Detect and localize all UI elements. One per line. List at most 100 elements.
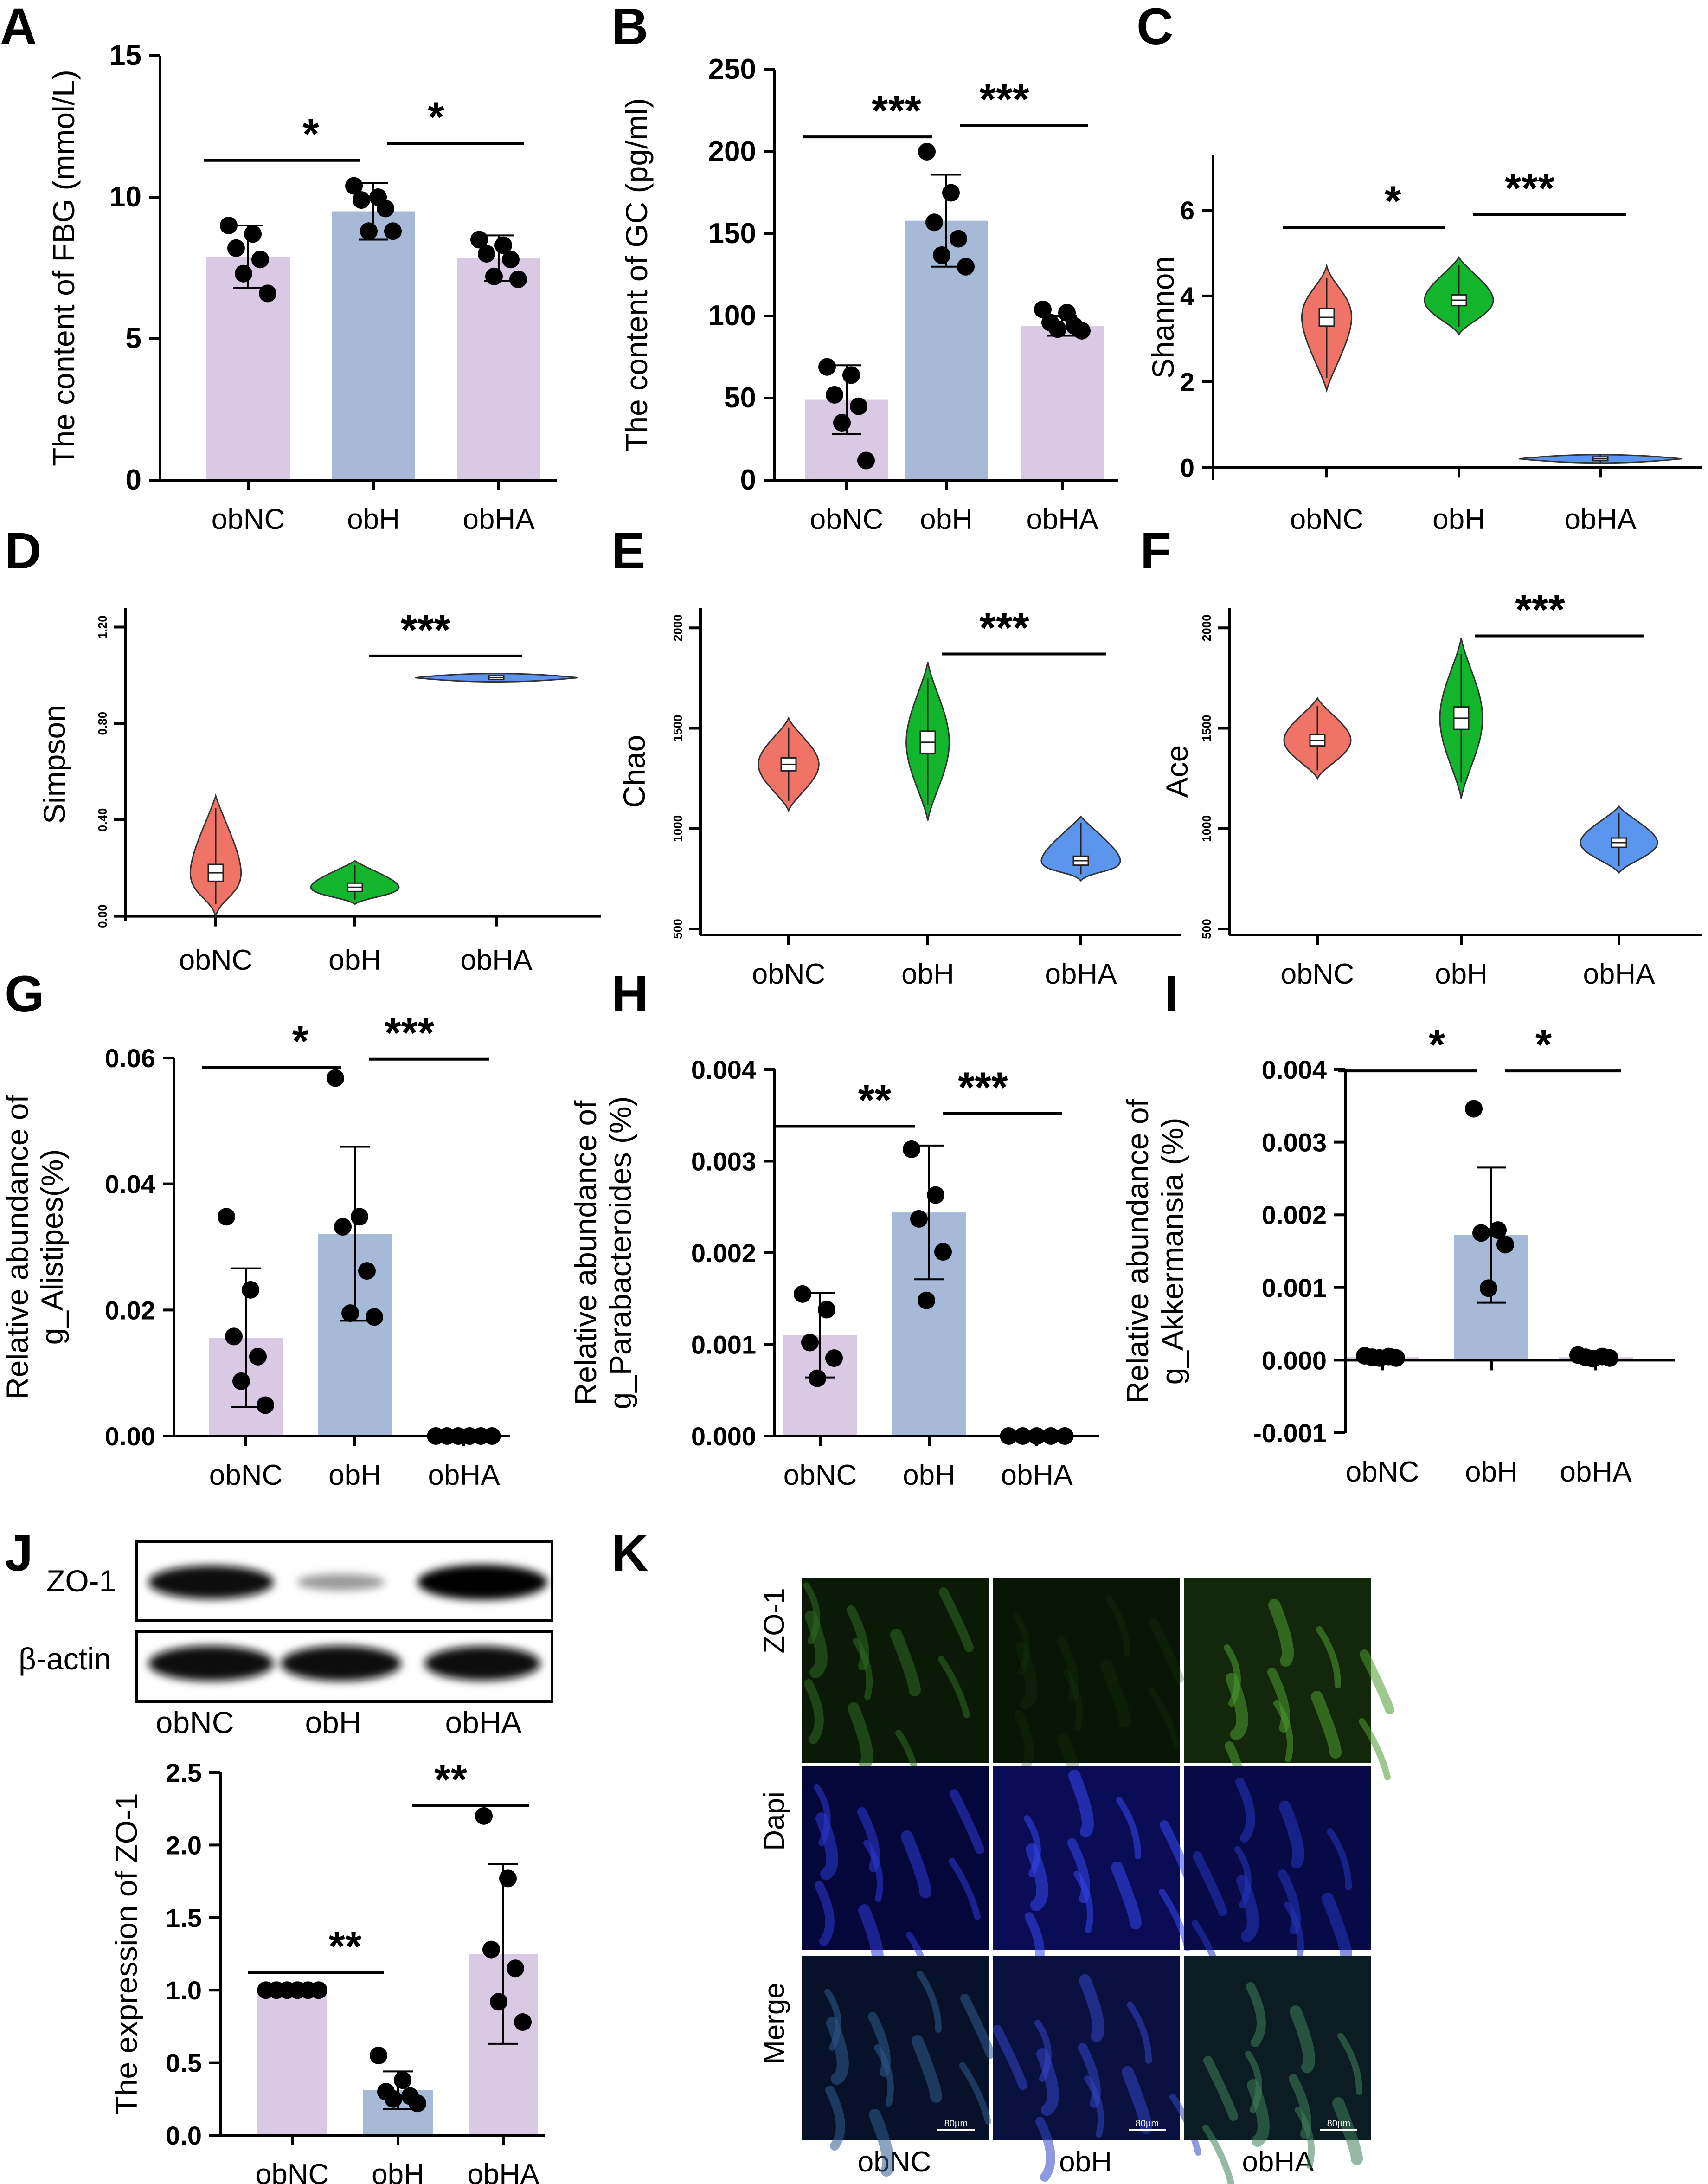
- data-point: [918, 143, 936, 161]
- significance-label: ***: [1515, 586, 1565, 634]
- data-point: [370, 2046, 387, 2064]
- data-point: [1584, 1350, 1602, 1368]
- y-tick-label: 0.002: [1262, 1200, 1327, 1230]
- data-point: [309, 1981, 327, 1999]
- tissue-fold: [1236, 1875, 1259, 1942]
- data-point: [1601, 1349, 1618, 1367]
- data-point: [257, 1396, 274, 1414]
- y-tick-label: 200: [708, 135, 756, 168]
- data-point: [903, 1140, 920, 1158]
- blot-row-label-zo1: ZO-1: [46, 1564, 116, 1598]
- tissue-fold: [1068, 1770, 1094, 1837]
- tissue-fold: [826, 2017, 849, 2085]
- data-point: [910, 1210, 928, 1228]
- blot-band-zo1-obnc: [148, 1566, 274, 1599]
- chart-ace: 500 1000 1500 2000 obNC obH obHA Ace ***: [1160, 586, 1702, 990]
- tissue-fold: [1057, 1636, 1080, 1701]
- panel-letter-g: G: [5, 966, 45, 1023]
- blot-band-zo1-obh: [297, 1574, 385, 1591]
- tissue-fold: [1193, 1851, 1227, 1916]
- tissue-fold: [874, 2044, 894, 2107]
- blot-row-label-actin: β-actin: [19, 1642, 111, 1676]
- x-tick-label: obH: [1435, 958, 1488, 990]
- data-point: [341, 1304, 359, 1322]
- micro-tile-merge-obnc-texture: [824, 1971, 995, 2177]
- data-point: [244, 225, 262, 243]
- tissue-fold: [1105, 1595, 1130, 1657]
- data-point: [351, 1208, 368, 1226]
- data-point: [232, 1372, 250, 1390]
- x-tick-label: obHA: [1001, 1459, 1073, 1491]
- significance-label: **: [858, 1076, 892, 1124]
- significance-label: **: [434, 1756, 468, 1804]
- data-point: [225, 1327, 243, 1346]
- y-tick-label: 6: [1180, 196, 1194, 225]
- tissue-fold: [1279, 1801, 1305, 1868]
- tissue-fold: [1359, 1718, 1391, 1780]
- y-tick-label: 0.003: [691, 1147, 756, 1176]
- x-tick-label: obNC: [783, 1459, 857, 1491]
- y-tick-label: 0.003: [1262, 1128, 1327, 1157]
- tissue-fold: [1268, 1599, 1294, 1667]
- panel-letter-j: J: [5, 1525, 33, 1582]
- blot-band-actin-obnc: [148, 1646, 274, 1681]
- chart-alistipes: 0.00 0.02 0.04 0.06 obNC obH obHA Relative abun…: [0, 1010, 510, 1491]
- data-point: [220, 217, 238, 234]
- tissue-fold: [1316, 1626, 1341, 1688]
- data-point: [345, 177, 363, 195]
- tissue-fold: [1100, 1660, 1131, 1727]
- western-blot: ZO-1 β-actin obNC obH obHA: [19, 1540, 553, 1739]
- tissue-fold: [1116, 1797, 1141, 1859]
- y-tick-label: 0.001: [1262, 1273, 1327, 1302]
- data-point: [1371, 1349, 1388, 1367]
- y-tick-label: 1000: [1200, 815, 1214, 842]
- significance-label: *: [1385, 178, 1401, 225]
- y-tick-label: 0.00: [105, 1422, 155, 1451]
- data-point: [801, 1334, 819, 1352]
- y-tick-label: 0.000: [691, 1422, 756, 1451]
- tissue-fold: [901, 1830, 931, 1898]
- significance-label: *: [302, 111, 319, 158]
- data-point: [242, 1281, 259, 1299]
- x-tick-label: obNC: [1290, 503, 1364, 535]
- blot-band-actin-obh: [281, 1646, 401, 1681]
- y-tick-label: 150: [708, 218, 756, 250]
- data-point: [1465, 1100, 1483, 1118]
- tissue-fold: [1290, 2005, 1316, 2073]
- data-point: [1480, 1279, 1497, 1297]
- tissue-fold: [912, 2035, 942, 2103]
- data-point: [857, 451, 875, 470]
- data-point: [394, 2071, 411, 2089]
- data-point: [384, 222, 402, 240]
- tissue-fold: [993, 2025, 1027, 2090]
- x-tick-label: obHA: [1560, 1456, 1632, 1488]
- x-tick-label: obHA: [1564, 503, 1637, 535]
- panel-letter-b: B: [611, 0, 648, 55]
- y-tick-label: 500: [1200, 919, 1214, 939]
- tissue-fold: [1036, 2048, 1059, 2116]
- tissue-fold: [960, 1994, 995, 2059]
- x-tick-label: obH: [347, 503, 400, 535]
- data-point: [514, 2013, 532, 2031]
- tissue-fold: [805, 1611, 828, 1678]
- y-axis-label: Shannon: [1146, 256, 1180, 379]
- data-point: [818, 358, 836, 376]
- data-point: [377, 200, 394, 218]
- micro-tile-dapi-obha-texture: [1192, 1778, 1352, 1982]
- y-tick-label: 2.0: [166, 1830, 202, 1860]
- tissue-fold: [1079, 1974, 1105, 2042]
- y-tick-label: 1500: [671, 715, 685, 742]
- x-tick-label: obNC: [752, 958, 826, 990]
- y-axis-label: Relative abundance of: [0, 1094, 34, 1399]
- tissue-fold: [1122, 2066, 1152, 2134]
- x-tick-label: obH: [1432, 503, 1485, 535]
- data-point: [353, 191, 370, 209]
- x-tick-label: obNC: [1281, 958, 1355, 990]
- tissue-fold: [815, 1881, 835, 1946]
- y-axis-label: The content of FBG (mmol/L): [46, 70, 81, 466]
- data-point: [235, 264, 252, 283]
- blot-lane-label-obnc: obNC: [156, 1705, 234, 1739]
- data-point: [502, 251, 520, 269]
- x-tick-label: obHA: [428, 1459, 500, 1491]
- tissue-fold: [1035, 2117, 1055, 2182]
